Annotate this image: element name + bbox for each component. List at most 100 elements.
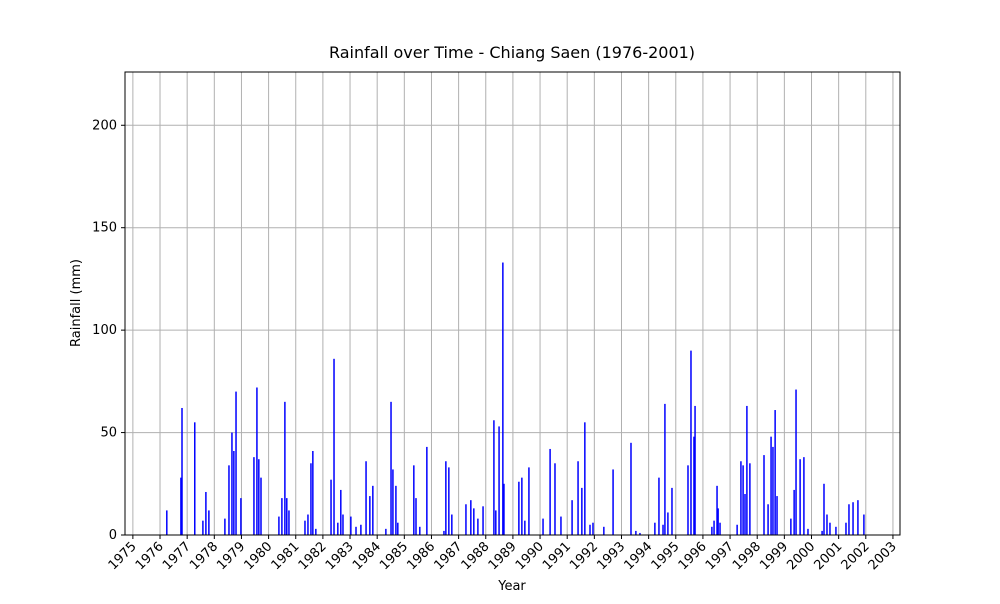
bar xyxy=(717,508,719,535)
y-axis-label: Rainfall (mm) xyxy=(69,259,84,347)
bar xyxy=(667,512,669,535)
bar xyxy=(577,461,579,535)
bar xyxy=(693,436,695,535)
bar xyxy=(369,496,371,535)
y-tick-label: 50 xyxy=(100,426,117,441)
bar xyxy=(194,422,196,535)
bar xyxy=(477,518,479,535)
bar xyxy=(776,496,778,535)
bar xyxy=(793,489,795,535)
bar xyxy=(392,469,394,535)
bar xyxy=(395,485,397,535)
bar xyxy=(549,448,551,535)
y-tick-label: 200 xyxy=(92,118,117,133)
bar xyxy=(281,498,283,535)
bar xyxy=(687,465,689,535)
bar xyxy=(829,522,831,535)
bar xyxy=(823,483,825,535)
bar xyxy=(713,520,715,535)
bar xyxy=(240,498,242,535)
bar xyxy=(342,514,344,535)
bar xyxy=(415,498,417,535)
bar xyxy=(554,463,556,535)
bar xyxy=(385,528,387,535)
bar xyxy=(749,463,751,535)
bar xyxy=(852,502,854,535)
bar xyxy=(740,461,742,535)
bar xyxy=(635,530,637,535)
bar xyxy=(340,489,342,535)
bar xyxy=(312,451,314,535)
bar xyxy=(330,479,332,535)
bar xyxy=(542,518,544,535)
bar xyxy=(278,516,280,535)
bar xyxy=(821,530,823,535)
bar xyxy=(443,530,445,535)
bar xyxy=(654,522,656,535)
bar xyxy=(365,461,367,535)
bar xyxy=(260,477,262,535)
bar xyxy=(180,477,182,535)
bar xyxy=(166,510,168,535)
bar xyxy=(857,500,859,535)
bars xyxy=(166,262,865,535)
bar xyxy=(711,526,713,535)
bar xyxy=(235,391,237,535)
bar xyxy=(571,500,573,535)
bar xyxy=(589,524,591,535)
bar xyxy=(355,526,357,535)
bar xyxy=(790,518,792,535)
bar xyxy=(372,485,374,535)
bar xyxy=(256,387,258,535)
bar xyxy=(763,455,765,535)
bar xyxy=(482,506,484,535)
bar xyxy=(664,403,666,535)
bar xyxy=(350,516,352,535)
bar xyxy=(310,463,312,535)
bar xyxy=(224,518,226,535)
bar xyxy=(493,420,495,535)
bar xyxy=(658,477,660,535)
bar xyxy=(639,532,641,535)
bar xyxy=(835,526,837,535)
bar xyxy=(470,500,472,535)
bar xyxy=(473,508,475,535)
bar xyxy=(795,389,797,535)
bar xyxy=(744,494,746,535)
bar xyxy=(498,426,500,535)
bar xyxy=(390,401,392,535)
bar xyxy=(397,522,399,535)
bar xyxy=(521,477,523,535)
bar xyxy=(716,485,718,535)
y-tick-label: 100 xyxy=(92,323,117,338)
bar xyxy=(736,524,738,535)
bar xyxy=(528,467,530,535)
bar xyxy=(228,465,230,535)
bar xyxy=(690,350,692,535)
bar xyxy=(767,504,769,535)
bar xyxy=(231,432,233,535)
bar xyxy=(445,461,447,535)
bar xyxy=(451,514,453,535)
bar xyxy=(719,522,721,535)
y-tick-label: 0 xyxy=(109,528,117,543)
bar xyxy=(603,526,605,535)
y-tick-label: 150 xyxy=(92,221,117,236)
bar xyxy=(584,422,586,535)
bar xyxy=(208,510,210,535)
bar xyxy=(746,405,748,535)
bar xyxy=(863,514,865,535)
bar xyxy=(426,446,428,535)
bar xyxy=(495,510,497,535)
bar xyxy=(288,510,290,535)
bar xyxy=(419,526,421,535)
bar xyxy=(581,487,583,535)
bar xyxy=(202,520,204,535)
bar xyxy=(448,467,450,535)
bar xyxy=(233,451,235,535)
bar xyxy=(560,516,562,535)
bar xyxy=(612,469,614,535)
bar xyxy=(803,457,805,535)
bar xyxy=(360,524,362,535)
